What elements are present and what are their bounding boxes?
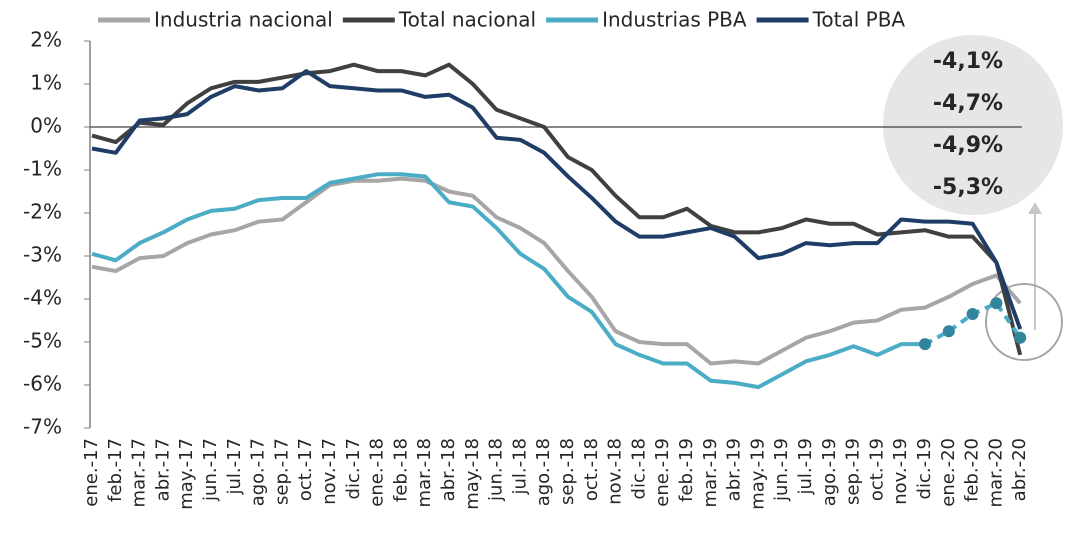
x-tick-label: sep.-19: [843, 438, 864, 505]
x-tick-label: may.-19: [747, 438, 768, 510]
annotation: -4,1%: [933, 49, 1003, 74]
y-tick-label: -1%: [23, 157, 62, 181]
x-tick-label: abr.-18: [438, 438, 459, 501]
x-tick-label: feb.-20: [962, 438, 983, 502]
x-tick-label: oct.-19: [866, 438, 887, 501]
x-tick-label: feb.-17: [105, 438, 126, 502]
x-tick-label: ene.-19: [652, 438, 673, 507]
x-tick-label: ago.-17: [248, 438, 269, 506]
y-tick-label: 0%: [30, 114, 62, 138]
series-line: [91, 176, 1022, 366]
y-tick-label: -4%: [23, 286, 62, 310]
legend-label: Industrias PBA: [602, 8, 747, 32]
x-tick-label: may.-18: [462, 438, 483, 510]
point-marker: [966, 308, 979, 321]
series-line: [91, 172, 925, 390]
highlight-bubble: [883, 35, 1063, 215]
point-marker: [1014, 331, 1027, 344]
y-tick-label: -6%: [23, 372, 62, 396]
x-tick-label: dic.-17: [343, 438, 364, 499]
x-tick-label: feb.-19: [676, 438, 697, 502]
x-tick-label: oct.-18: [581, 438, 602, 501]
x-tick-label: feb.-18: [390, 438, 411, 502]
annotation: -4,9%: [933, 133, 1003, 158]
x-tick-label: dic.-18: [628, 438, 649, 499]
x-tick-label: jun.-18: [486, 438, 507, 502]
x-tick-label: oct.-17: [295, 438, 316, 501]
x-tick-label: ene.-17: [81, 438, 102, 507]
legend-label: Total PBA: [812, 8, 906, 32]
series-line: [91, 69, 1023, 330]
x-tick-label: jul.-17: [224, 438, 245, 496]
legend-label: Total nacional: [398, 8, 536, 32]
x-tick-label: jul.-18: [509, 438, 530, 496]
series-line: [91, 62, 1023, 356]
y-tick-label: -2%: [23, 200, 62, 224]
x-tick-label: ago.-19: [819, 438, 840, 506]
x-tick-label: jun.-19: [771, 438, 792, 502]
x-tick-label: mar.-19: [700, 438, 721, 507]
x-tick-label: dic.-19: [914, 438, 935, 499]
point-marker: [990, 297, 1003, 310]
x-tick-label: ene.-20: [938, 438, 959, 507]
x-tick-label: mar.-17: [129, 438, 150, 507]
x-tick-label: abr.-19: [724, 438, 745, 501]
x-tick-label: jul.-19: [795, 438, 816, 496]
x-tick-label: ene.-18: [367, 438, 388, 507]
point-marker: [942, 325, 955, 338]
point-marker: [919, 338, 931, 351]
x-tick-label: abr.-20: [1009, 438, 1030, 501]
y-tick-label: -3%: [23, 243, 62, 267]
x-tick-label: nov.-18: [605, 438, 626, 505]
end-circle: [985, 283, 1063, 361]
annotation: -5,3%: [933, 175, 1003, 200]
x-tick-label: abr.-17: [152, 438, 173, 501]
x-tick-label: sep.-18: [557, 438, 578, 505]
y-tick-label: 1%: [30, 71, 62, 95]
y-tick-label: 2%: [30, 28, 62, 52]
x-tick-label: mar.-20: [985, 438, 1006, 507]
x-tick-label: jun.-17: [200, 438, 221, 502]
x-tick-label: sep.-17: [271, 438, 292, 505]
x-tick-label: nov.-17: [319, 438, 340, 505]
x-tick-label: mar.-18: [414, 438, 435, 507]
y-tick-label: -5%: [23, 329, 62, 353]
x-tick-label: ago.-18: [533, 438, 554, 506]
y-tick-label: -7%: [23, 415, 62, 439]
arrow-head: [1028, 202, 1042, 214]
legend-label: Industria nacional: [154, 8, 333, 32]
x-tick-label: nov.-19: [890, 438, 911, 505]
x-tick-label: may.-17: [176, 438, 197, 510]
annotation: -4,7%: [933, 91, 1003, 116]
